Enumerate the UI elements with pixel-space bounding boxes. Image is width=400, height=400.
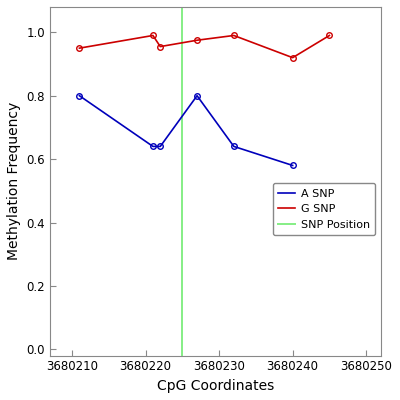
G SNP — [77, 46, 82, 50]
A SNP — [150, 144, 155, 149]
Line: A SNP: A SNP — [77, 93, 296, 168]
Legend: A SNP, G SNP, SNP Position: A SNP, G SNP, SNP Position — [273, 183, 375, 235]
G SNP — [158, 44, 163, 49]
X-axis label: CpG Coordinates: CpG Coordinates — [157, 379, 274, 393]
A SNP — [232, 144, 236, 149]
G SNP — [150, 33, 155, 38]
G SNP — [290, 55, 295, 60]
G SNP — [195, 38, 200, 43]
A SNP — [195, 93, 200, 98]
A SNP — [290, 163, 295, 168]
Line: G SNP: G SNP — [77, 33, 332, 60]
Y-axis label: Methylation Frequency: Methylation Frequency — [7, 102, 21, 260]
A SNP — [77, 93, 82, 98]
A SNP — [158, 144, 163, 149]
G SNP — [327, 33, 332, 38]
G SNP — [232, 33, 236, 38]
